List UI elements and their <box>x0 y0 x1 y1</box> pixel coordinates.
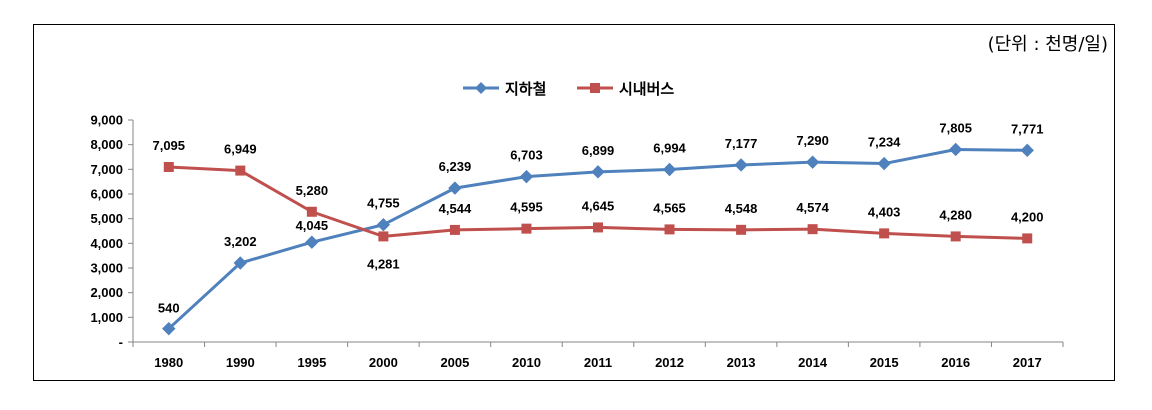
data-label-subway: 540 <box>158 301 180 316</box>
square-marker <box>807 224 818 235</box>
data-label-bus: 5,280 <box>296 183 329 198</box>
data-label-subway: 7,771 <box>1011 121 1044 136</box>
x-tick-label: 2000 <box>369 355 398 370</box>
diamond-marker <box>948 142 963 157</box>
y-tick-label: 2,000 <box>90 285 123 300</box>
diamond-marker <box>734 158 748 172</box>
legend-label-bus: 시내버스 <box>619 80 674 98</box>
y-tick-label: 1,000 <box>90 310 123 325</box>
data-label-subway: 7,234 <box>868 135 901 150</box>
y-tick-label: 7,000 <box>90 162 123 177</box>
y-tick-label: 3,000 <box>90 261 123 276</box>
x-tick-label: 2017 <box>1013 355 1042 370</box>
x-tick-label: 1990 <box>226 355 255 370</box>
square-marker <box>736 224 747 235</box>
x-tick-label: 2011 <box>584 355 612 370</box>
data-label-subway: 4,755 <box>367 196 400 211</box>
y-axis-tick-labels: - 1,000 2,000 3,000 4,000 5,000 6,000 7,000 8,00… <box>90 113 123 350</box>
data-label-subway: 6,703 <box>510 148 543 163</box>
x-tick-label: 1995 <box>297 355 326 370</box>
square-marker <box>235 165 246 176</box>
data-label-bus: 7,095 <box>152 138 185 153</box>
y-tick-label: - <box>119 335 123 350</box>
x-tick-label: 2010 <box>512 355 541 370</box>
legend-square-marker <box>590 83 600 93</box>
data-label-bus: 4,645 <box>582 198 615 213</box>
data-label-subway: 7,177 <box>725 136 758 151</box>
data-label-bus: 4,281 <box>367 256 400 271</box>
data-label-subway: 7,805 <box>939 120 972 135</box>
diamond-marker <box>305 235 319 249</box>
diamond-marker <box>519 169 534 184</box>
diamond-marker <box>1020 143 1034 158</box>
diamond-marker <box>591 165 605 179</box>
diamond-marker <box>233 256 248 270</box>
x-tick-label: 2013 <box>727 355 756 370</box>
x-tick-label: 2012 <box>655 355 684 370</box>
diamond-marker <box>877 156 891 171</box>
y-tick-label: 4,000 <box>90 236 123 251</box>
x-tick-label: 2016 <box>941 355 970 370</box>
chart-axes <box>128 119 1064 347</box>
data-label-bus: 4,548 <box>725 201 758 216</box>
data-label-bus: 6,949 <box>224 142 257 157</box>
data-label-bus: 4,565 <box>653 200 686 215</box>
square-marker <box>879 228 890 239</box>
data-label-subway: 4,045 <box>296 218 329 233</box>
data-label-subway: 6,239 <box>439 159 472 174</box>
data-label-bus: 4,574 <box>796 200 829 215</box>
square-marker <box>306 206 317 217</box>
legend-label-subway: 지하철 <box>505 80 546 98</box>
square-marker <box>1022 233 1033 244</box>
square-marker <box>163 161 174 172</box>
diamond-marker <box>805 155 820 169</box>
data-label-subway: 6,899 <box>582 143 615 158</box>
x-tick-label: 2015 <box>870 355 899 370</box>
square-marker <box>664 224 675 235</box>
y-tick-label: 6,000 <box>90 187 123 202</box>
square-marker <box>378 231 389 242</box>
data-label-bus: 4,403 <box>868 204 901 219</box>
y-tick-label: 5,000 <box>90 211 123 226</box>
data-label-subway: 3,202 <box>224 234 257 249</box>
series-markers <box>162 142 1034 336</box>
data-label-bus: 4,280 <box>939 207 972 222</box>
legend: 지하철 시내버스 <box>463 80 674 98</box>
diamond-marker <box>376 218 391 232</box>
square-marker <box>593 222 603 233</box>
x-axis-tick-labels: 1980 1990 1995 2000 2005 2010 2011 2012 2013 2014… <box>154 355 1041 370</box>
data-label-subway: 7,290 <box>796 133 829 148</box>
chart-frame <box>33 24 1115 381</box>
data-label-bus: 4,544 <box>439 201 472 216</box>
data-label-bus: 4,200 <box>1011 209 1044 224</box>
square-marker <box>449 224 460 235</box>
data-label-bus: 4,595 <box>510 200 543 215</box>
diamond-marker <box>448 181 462 195</box>
x-tick-label: 2014 <box>798 355 828 370</box>
legend-diamond-marker <box>475 82 487 94</box>
diamond-marker <box>162 321 176 336</box>
data-labels: 540 3,202 4,045 4,755 6,239 6,703 6,899 6,994 7,… <box>152 120 1043 315</box>
unit-label: (단위 : 천명/일) <box>987 34 1108 55</box>
diamond-marker <box>662 162 677 177</box>
y-tick-label: 9,000 <box>90 113 123 128</box>
data-label-subway: 6,994 <box>653 140 686 155</box>
x-tick-label: 2005 <box>440 355 469 370</box>
x-tick-label: 1980 <box>154 355 183 370</box>
y-tick-label: 8,000 <box>90 137 123 152</box>
square-marker <box>521 223 532 234</box>
square-marker <box>950 231 961 242</box>
